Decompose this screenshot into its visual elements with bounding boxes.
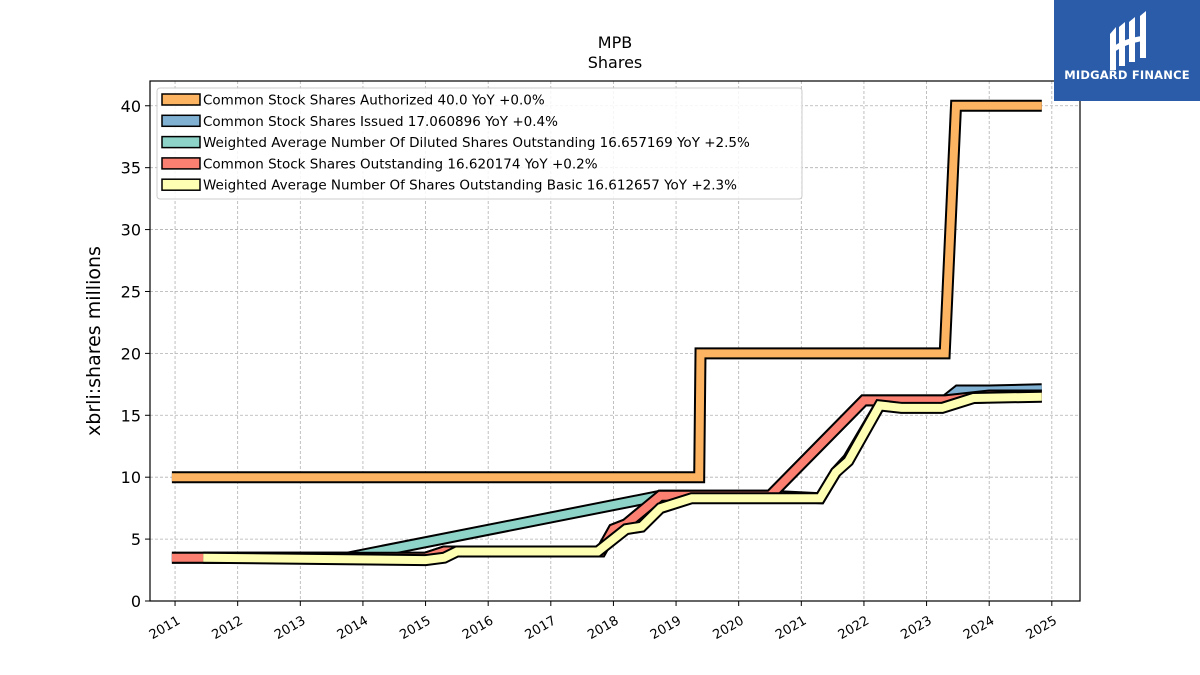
logo-background (1054, 0, 1200, 101)
series-lines (171, 99, 1043, 567)
series-line-common-stock-shares-authorized (171, 101, 1042, 482)
legend-entry: Weighted Average Number Of Shares Outsta… (203, 178, 737, 194)
legend-entry: Common Stock Shares Outstanding 16.62017… (203, 156, 598, 172)
y-tick-label: 5 (131, 530, 141, 549)
chart-title: MPB (598, 33, 632, 52)
x-tick-label: 2022 (836, 613, 872, 643)
legend: Common Stock Shares Authorized 40.0 YoY … (156, 87, 803, 200)
y-tick-label: 30 (121, 221, 141, 240)
x-tick-label: 2017 (523, 613, 559, 643)
x-tick-label: 2019 (648, 613, 684, 643)
x-tick-label: 2015 (397, 613, 433, 643)
x-tick-label: 2013 (272, 613, 308, 643)
x-tick-label: 2018 (585, 613, 621, 643)
x-tick-label: 2016 (460, 613, 496, 643)
x-tick-label: 2021 (773, 613, 809, 643)
legend-swatch (161, 135, 201, 149)
y-tick-label: 20 (121, 344, 141, 363)
x-tick-label: 2014 (335, 613, 371, 643)
x-tick-label: 2023 (898, 613, 934, 643)
x-tick-label: 2011 (147, 613, 183, 643)
y-tick-label: 15 (121, 406, 141, 425)
chart-subtitle: Shares (588, 53, 643, 72)
legend-swatch (161, 114, 201, 128)
legend-entry: Common Stock Shares Issued 17.060896 YoY… (203, 114, 558, 130)
x-tick-label: 2025 (1024, 613, 1060, 643)
legend-box (156, 87, 803, 200)
logo-emblem-icon (1110, 11, 1146, 70)
x-tick-label: 2024 (961, 613, 997, 643)
legend-swatch (161, 178, 201, 191)
legend-swatch (161, 93, 201, 106)
legend-entry: Common Stock Shares Authorized 40.0 YoY … (203, 93, 545, 109)
y-axis-label: xbrli:shares millions (83, 246, 105, 436)
y-tick-label: 35 (121, 159, 141, 178)
x-tick-label: 2020 (711, 613, 747, 643)
midgard-finance-logo: MIDGARD FINANCE (1054, 0, 1200, 101)
legend-entry: Weighted Average Number Of Diluted Share… (203, 135, 750, 151)
y-tick-label: 0 (131, 592, 141, 611)
logo-text: MIDGARD FINANCE (1064, 68, 1190, 82)
logo-mark-icon (1054, 0, 1200, 101)
x-tick-label: 2012 (210, 613, 246, 643)
y-tick-label: 25 (121, 282, 141, 301)
y-tick-label: 10 (121, 468, 141, 487)
series-line-weighted-average-number-of-shares-outstanding-basic (203, 392, 1042, 565)
y-tick-label: 40 (121, 97, 141, 116)
plot-frame (149, 80, 1081, 602)
legend-swatch (161, 157, 201, 170)
